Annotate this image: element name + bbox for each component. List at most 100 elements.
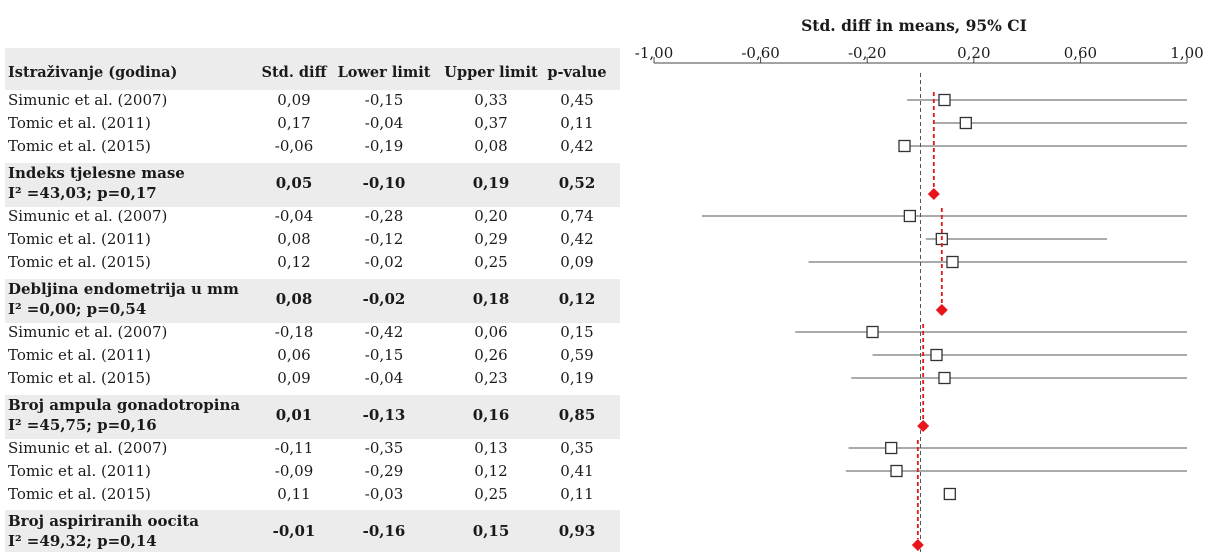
study-label: Simunic et al. (2007) <box>8 207 168 225</box>
x-tick-label: -0,60 <box>741 44 780 62</box>
summary-lower-value: -0,02 <box>362 290 406 308</box>
plot-title: Std. diff in means, 95% CI <box>801 16 1027 35</box>
study-label: Tomic et al. (2015) <box>8 253 151 271</box>
study-lower-value: -0,29 <box>364 462 404 480</box>
header-study: Istraživanje (godina) <box>8 64 178 81</box>
x-tick-label: 0,20 <box>957 44 991 62</box>
summary-p-value: 0,52 <box>558 174 596 192</box>
study-p-value: 0,41 <box>560 462 594 480</box>
study-label: Simunic et al. (2007) <box>8 323 168 341</box>
study-lower-value: -0,12 <box>364 230 404 248</box>
study-effect-square <box>938 93 951 107</box>
subgroup-heterogeneity: I² =43,03; p=0,17 <box>8 184 157 202</box>
subgroup-heterogeneity: I² =45,75; p=0,16 <box>8 416 157 434</box>
study-effect-square <box>898 139 911 153</box>
study-lower-value: -0,42 <box>364 323 404 341</box>
study-upper-value: 0,20 <box>474 207 508 225</box>
x-tick-label: -0,20 <box>847 44 887 62</box>
x-tick-label: 1,00 <box>1170 44 1204 62</box>
study-effect-square <box>943 487 956 501</box>
summary-lower-value: -0,10 <box>362 174 406 192</box>
study-label: Tomic et al. (2015) <box>8 369 151 387</box>
summary-diamond <box>917 420 930 432</box>
study-p-value: 0,11 <box>560 114 594 132</box>
study-label: Simunic et al. (2007) <box>8 439 168 457</box>
summary-std-diff-value: -0,01 <box>272 522 316 540</box>
study-effect-square <box>959 116 972 130</box>
study-effect-square <box>866 325 879 339</box>
summary-lower-value: -0,16 <box>362 522 406 540</box>
study-label: Tomic et al. (2011) <box>8 230 151 248</box>
study-label: Tomic et al. (2015) <box>8 485 151 503</box>
study-std-diff-value: 0,06 <box>277 346 311 364</box>
study-std-diff-value: -0,18 <box>274 323 314 341</box>
study-p-value: 0,15 <box>560 323 594 341</box>
study-effect-square <box>946 255 959 269</box>
header-lower-limit: Lower limit <box>337 64 431 81</box>
header-std-diff: Std. diff <box>261 64 327 81</box>
study-std-diff-value: 0,17 <box>277 114 311 132</box>
study-upper-value: 0,23 <box>474 369 508 387</box>
study-lower-value: -0,15 <box>364 91 404 109</box>
study-effect-square <box>885 441 898 455</box>
summary-diamond <box>935 304 948 316</box>
study-label: Tomic et al. (2011) <box>8 462 151 480</box>
x-tick-label: -1,00 <box>634 44 674 62</box>
summary-upper-value: 0,16 <box>472 406 510 424</box>
summary-p-value: 0,12 <box>558 290 596 308</box>
summary-p-value: 0,93 <box>558 522 596 540</box>
summary-std-diff-value: 0,05 <box>275 174 313 192</box>
summary-p-value: 0,85 <box>558 406 596 424</box>
study-p-value: 0,42 <box>560 230 594 248</box>
study-label: Simunic et al. (2007) <box>8 91 168 109</box>
study-effect-square <box>903 209 916 223</box>
summary-band-2 <box>5 279 620 323</box>
study-upper-value: 0,06 <box>474 323 508 341</box>
summary-band-1 <box>5 163 620 207</box>
study-effect-square <box>938 371 951 385</box>
summary-lower-value: -0,13 <box>362 406 406 424</box>
summary-band-4 <box>5 510 620 552</box>
study-effect-square <box>890 464 903 478</box>
study-effect-square <box>930 348 943 362</box>
summary-upper-value: 0,18 <box>472 290 510 308</box>
study-std-diff-value: 0,09 <box>277 91 311 109</box>
summary-diamond <box>911 539 924 551</box>
study-upper-value: 0,33 <box>474 91 508 109</box>
subgroup-name: Indeks tjelesne mase <box>8 164 185 182</box>
header-band <box>5 48 620 90</box>
study-p-value: 0,42 <box>560 137 594 155</box>
study-std-diff-value: 0,12 <box>277 253 311 271</box>
summary-band-3 <box>5 395 620 439</box>
study-label: Tomic et al. (2011) <box>8 346 151 364</box>
study-p-value: 0,35 <box>560 439 594 457</box>
subgroup-name: Broj aspiriranih oocita <box>8 512 200 530</box>
study-p-value: 0,45 <box>560 91 594 109</box>
study-lower-value: -0,03 <box>364 485 404 503</box>
study-p-value: 0,11 <box>560 485 594 503</box>
study-lower-value: -0,35 <box>364 439 404 457</box>
study-label: Tomic et al. (2015) <box>8 137 151 155</box>
study-std-diff-value: 0,09 <box>277 369 311 387</box>
study-label: Tomic et al. (2011) <box>8 114 151 132</box>
study-lower-value: -0,19 <box>364 137 404 155</box>
study-p-value: 0,19 <box>560 369 594 387</box>
x-tick-label: 0,60 <box>1063 44 1098 62</box>
summary-diamond <box>927 188 940 200</box>
study-upper-value: 0,12 <box>474 462 508 480</box>
study-std-diff-value: -0,11 <box>274 439 314 457</box>
study-upper-value: 0,13 <box>474 439 508 457</box>
study-upper-value: 0,25 <box>474 485 508 503</box>
study-std-diff-value: -0,06 <box>274 137 314 155</box>
study-upper-value: 0,08 <box>474 137 508 155</box>
summary-upper-value: 0,15 <box>472 522 510 540</box>
study-p-value: 0,59 <box>560 346 594 364</box>
study-lower-value: -0,28 <box>364 207 404 225</box>
study-lower-value: -0,15 <box>364 346 404 364</box>
study-lower-value: -0,04 <box>364 369 404 387</box>
study-upper-value: 0,29 <box>474 230 508 248</box>
study-p-value: 0,09 <box>560 253 594 271</box>
subgroup-name: Debljina endometrija u mm <box>8 280 239 298</box>
